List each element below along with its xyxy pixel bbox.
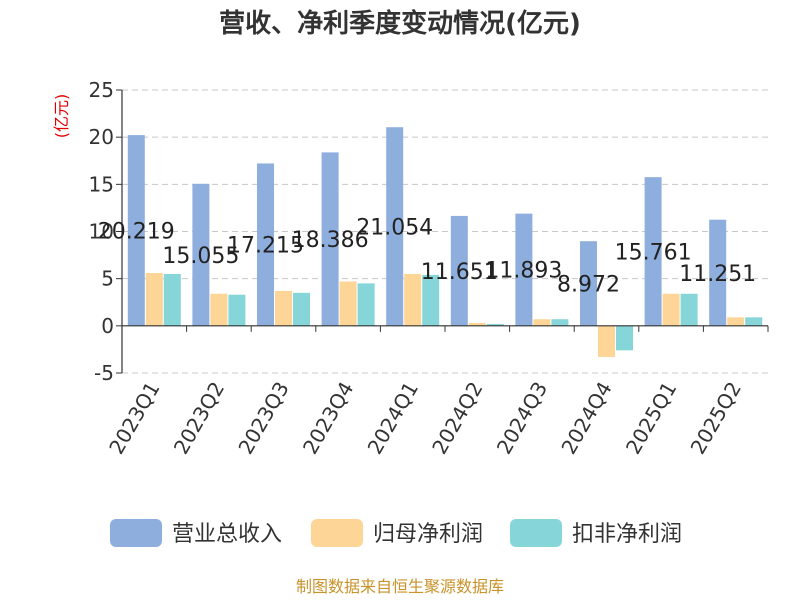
- bar: [275, 290, 292, 326]
- bar: [404, 273, 422, 326]
- x-tick-label: 2023Q3: [233, 378, 293, 459]
- x-tick-label: 2024Q2: [427, 378, 487, 459]
- x-tick-label: 2024Q1: [363, 378, 423, 459]
- y-tick-label: 0: [101, 314, 114, 338]
- x-tick-label: 2024Q3: [492, 378, 552, 459]
- bar: [145, 273, 163, 326]
- bar: [745, 317, 763, 326]
- y-tick-label: 20: [89, 125, 114, 149]
- bar: [468, 323, 486, 326]
- bar: [386, 127, 404, 326]
- bar: [515, 213, 533, 326]
- data-label: 11.251: [679, 262, 756, 287]
- x-tick-label: 2023Q1: [104, 378, 164, 459]
- y-ticks: -5 0 5 10 15 20 25: [89, 78, 122, 385]
- bar: [357, 283, 375, 326]
- bar: [293, 292, 310, 326]
- data-label: 11.651: [421, 260, 498, 285]
- bar: [598, 325, 615, 357]
- legend-label: 归母净利润: [373, 522, 483, 547]
- bar: [257, 163, 274, 326]
- data-label: 11.893: [485, 259, 562, 284]
- legend-label: 营业总收入: [172, 522, 282, 547]
- data-label: 20.219: [98, 219, 175, 244]
- chart-title: 营收、净利季度变动情况(亿元): [219, 8, 581, 39]
- legend-swatch: [311, 519, 363, 547]
- source-note: 制图数据来自恒生聚源数据库: [296, 577, 504, 596]
- bar: [127, 135, 145, 326]
- bar: [551, 319, 569, 326]
- legend-swatch: [510, 519, 562, 547]
- bar: [486, 323, 504, 326]
- bar: [616, 325, 633, 351]
- x-tick-label: 2023Q4: [298, 378, 358, 459]
- bar: [339, 281, 357, 326]
- x-tick-label: 2024Q4: [556, 378, 616, 459]
- x-tick-label: 2025Q2: [686, 378, 746, 459]
- data-label: 21.054: [356, 216, 433, 241]
- x-ticks: 2023Q1 2023Q2 2023Q3 2023Q4 2024Q1 2024Q2 2024…: [104, 378, 746, 459]
- data-label: 15.761: [615, 240, 692, 265]
- bar: [533, 319, 551, 326]
- bars: [127, 127, 763, 357]
- bar: [422, 274, 440, 326]
- bar: [450, 215, 468, 326]
- bar: [727, 317, 745, 326]
- y-tick-label: 5: [101, 267, 114, 291]
- bar: [680, 293, 698, 326]
- bar: [163, 273, 181, 326]
- legend-swatch: [110, 519, 162, 547]
- bar: [580, 241, 597, 326]
- legend: 营业总收入 归母净利润 扣非净利润: [110, 519, 682, 547]
- data-label: 17.215: [227, 234, 304, 259]
- y-axis-label: (亿元): [52, 94, 71, 139]
- bar: [662, 293, 680, 326]
- x-tick-label: 2023Q2: [169, 378, 229, 459]
- y-tick-label: -5: [94, 361, 114, 385]
- data-label: 15.055: [162, 244, 239, 269]
- data-label: 8.972: [557, 273, 620, 298]
- bar: [709, 219, 727, 326]
- bar: [644, 177, 662, 326]
- y-tick-label: 25: [89, 78, 114, 102]
- bar: [321, 152, 339, 326]
- bar: [228, 294, 246, 326]
- data-label: 18.386: [292, 228, 369, 253]
- y-tick-label: 15: [89, 172, 114, 196]
- bar: [192, 183, 210, 326]
- bar: [210, 293, 228, 326]
- y-tick-label: 10: [89, 220, 114, 244]
- legend-label: 扣非净利润: [572, 522, 682, 547]
- x-tick-label: 2025Q1: [621, 378, 681, 459]
